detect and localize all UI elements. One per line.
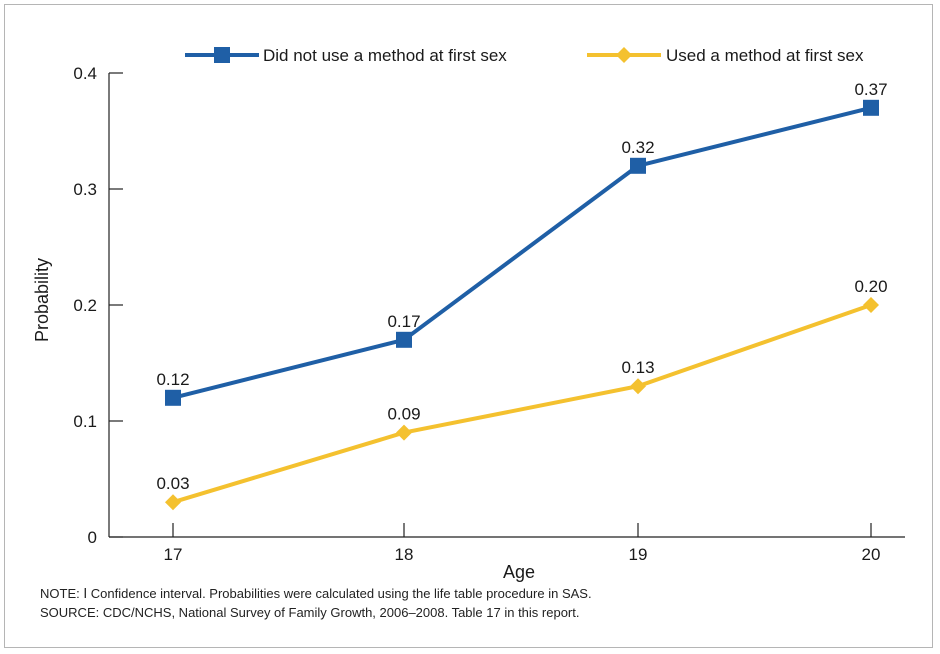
x-tick-label: 19	[629, 545, 648, 564]
y-tick-label: 0.4	[73, 64, 97, 83]
legend-item-2: Used a method at first sex	[587, 46, 864, 65]
data-label: 0.17	[387, 312, 420, 331]
y-axis-title: Probability	[32, 258, 52, 342]
data-point	[630, 157, 646, 174]
y-tick-label: 0.1	[73, 412, 97, 431]
data-label: 0.09	[387, 405, 420, 424]
series-line	[172, 303, 872, 505]
data-label: 0.20	[854, 277, 887, 296]
x-tick-label: 20	[862, 545, 881, 564]
legend: Did not use a method at first sex Used a …	[185, 46, 864, 65]
data-label: 0.13	[621, 358, 654, 377]
source-text: SOURCE: CDC/NCHS, National Survey of Fam…	[40, 605, 580, 620]
data-label: 0.32	[621, 138, 654, 157]
series-1: 0.12 0.17 0.32 0.37	[156, 80, 888, 406]
data-point	[396, 331, 412, 348]
legend-marker	[616, 47, 632, 63]
x-axis-title: Age	[503, 562, 535, 582]
series-2: 0.03 0.09 0.13 0.20	[156, 277, 888, 511]
series-layer: 0.12 0.17 0.32 0.37 0.03 0.09 0.13 0.20	[156, 80, 888, 511]
legend-item-1: Did not use a method at first sex	[185, 46, 507, 65]
chart-frame	[4, 4, 933, 648]
axes: 0 0.1 0.2 0.3 0.4 17 18 19 20 Age Probability	[32, 64, 905, 582]
data-point	[863, 297, 879, 313]
y-tick-label: 0.2	[73, 296, 97, 315]
data-label: 0.03	[156, 474, 189, 493]
data-point	[630, 378, 646, 395]
legend-label: Used a method at first sex	[666, 46, 864, 65]
data-point	[165, 494, 181, 511]
legend-label: Did not use a method at first sex	[263, 46, 507, 65]
series-line	[172, 105, 872, 400]
data-point	[863, 99, 879, 116]
x-tick-label: 17	[164, 545, 183, 564]
y-tick-label: 0.3	[73, 180, 97, 199]
x-tick-label: 18	[395, 545, 414, 564]
data-point	[165, 389, 181, 406]
note-text: NOTE: Ⅰ Confidence interval. Probabiliti…	[40, 586, 592, 601]
data-label: 0.12	[156, 370, 189, 389]
data-point	[396, 424, 412, 441]
y-tick-label: 0	[88, 528, 97, 547]
legend-marker	[214, 47, 230, 63]
data-label: 0.37	[854, 80, 887, 99]
